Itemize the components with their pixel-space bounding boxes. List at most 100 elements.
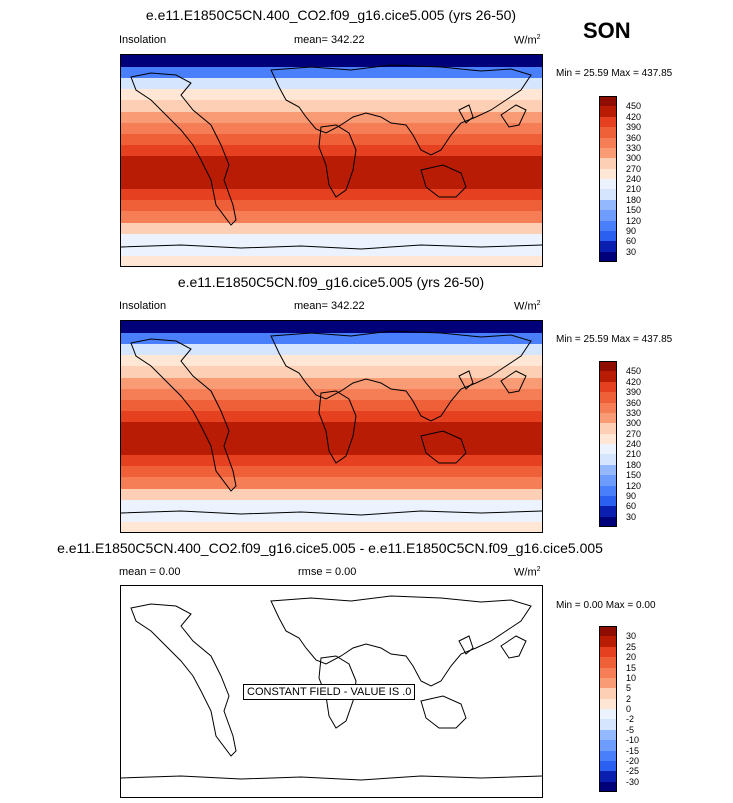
colorbar-tick-label: -5 <box>626 724 635 735</box>
lat-band <box>121 409 542 422</box>
panel2-minmax: Min = 25.59 Max = 437.85 <box>556 334 673 345</box>
panel1-mean: mean= 342.22 <box>294 34 365 46</box>
colorbar-box <box>599 361 617 372</box>
lat-band <box>121 343 542 356</box>
colorbar-tick-label: 210 <box>626 184 642 195</box>
colorbar-box <box>599 147 617 159</box>
colorbar-tick-label: -2 <box>626 714 635 725</box>
lat-band <box>121 321 542 334</box>
panel3-colorbar: -30 -25 -20 -15 -10 -5 -2 0 2 5 10 15 20 25 30 <box>599 626 669 792</box>
colorbar-box <box>599 96 617 107</box>
lat-band <box>121 498 542 511</box>
colorbar-box <box>599 433 617 444</box>
panel3-units: W/m2 <box>514 566 541 579</box>
colorbar-tick-label: 10 <box>626 672 637 683</box>
coastline <box>420 695 467 729</box>
colorbar-tick-label: 60 <box>626 236 637 247</box>
colorbar-box <box>599 771 617 782</box>
colorbar-tick-label: 450 <box>626 101 642 112</box>
colorbar-box <box>599 251 617 262</box>
colorbar-tick-label: 300 <box>626 418 642 429</box>
panel1-title: e.e11.E1850C5CN.400_CO2.f09_g16.cice5.00… <box>145 7 517 23</box>
lat-band <box>121 166 542 179</box>
coastline <box>121 510 542 516</box>
colorbar-tick-label: 5 <box>626 683 632 694</box>
colorbar-box <box>599 657 617 668</box>
coastline <box>130 338 237 492</box>
colorbar-frame <box>599 626 617 792</box>
colorbar-box <box>599 475 617 486</box>
colorbar-tick-label: 60 <box>626 501 637 512</box>
colorbar-box <box>599 698 617 709</box>
panel2-mean: mean= 342.22 <box>294 300 365 312</box>
panel1-units: W/m2 <box>514 34 541 47</box>
lat-band <box>121 77 542 90</box>
colorbar-box <box>599 506 617 517</box>
lat-band <box>121 110 542 123</box>
coastline <box>458 635 474 655</box>
colorbar-box <box>599 646 617 658</box>
coastline <box>458 370 474 390</box>
colorbar-tick-label: -25 <box>626 766 640 777</box>
colorbar-box <box>599 760 617 772</box>
lat-band <box>121 520 542 532</box>
colorbar-box <box>599 116 617 128</box>
coastline <box>121 244 542 250</box>
colorbar-box <box>599 667 617 678</box>
lat-band <box>121 66 542 79</box>
panel2-colorbar: 30 60 90 120 150 180 210 240 270 300 330 360 390 420 4… <box>599 361 669 527</box>
colorbar-tick-label: -20 <box>626 755 640 766</box>
colorbar-box <box>599 750 617 761</box>
lat-band <box>121 354 542 367</box>
lat-band <box>121 398 542 411</box>
lat-band <box>121 365 542 378</box>
colorbar-tick-label: 360 <box>626 132 642 143</box>
coastline <box>130 72 237 226</box>
colorbar-box <box>599 626 617 637</box>
colorbar-tick-label: 240 <box>626 174 642 184</box>
lat-band <box>121 465 542 478</box>
coastline-overlay <box>121 330 542 516</box>
colorbar-tick-label: 150 <box>626 205 642 216</box>
colorbar-box <box>599 464 617 476</box>
lat-band <box>121 476 542 489</box>
lat-band <box>121 188 542 201</box>
panel2-units: W/m2 <box>514 300 541 313</box>
colorbar-tick-label: 330 <box>626 142 642 153</box>
colorbar-tick-label: 300 <box>626 153 642 164</box>
coastline <box>318 124 357 198</box>
colorbar-box <box>599 423 617 434</box>
colorbar-box <box>599 381 617 393</box>
colorbar-tick-label: 450 <box>626 366 642 377</box>
colorbar-box <box>599 495 617 507</box>
coastline <box>500 635 527 659</box>
coastline <box>130 603 237 757</box>
lat-band <box>121 199 542 212</box>
lat-band <box>121 132 542 145</box>
colorbar-box <box>599 740 617 751</box>
coastline <box>420 430 467 464</box>
colorbar-box <box>599 485 617 496</box>
lat-band <box>121 99 542 112</box>
colorbar-tick-label: 0 <box>626 704 632 714</box>
colorbar-box <box>599 189 617 200</box>
colorbar-tick-label: 330 <box>626 407 642 418</box>
colorbar-tick-label: 270 <box>626 428 642 439</box>
coastline <box>270 330 532 422</box>
colorbar-box <box>599 677 617 689</box>
lat-band <box>121 387 542 400</box>
lat-band <box>121 121 542 134</box>
colorbar-box <box>599 106 617 117</box>
colorbar-box <box>599 127 617 138</box>
colorbar-box <box>599 454 617 465</box>
colorbar-tick-label: 420 <box>626 111 642 122</box>
coastline <box>500 104 527 128</box>
colorbar-box <box>599 210 617 221</box>
colorbar-tick-label: 30 <box>626 631 637 642</box>
colorbar-frame <box>599 96 617 262</box>
colorbar-box <box>599 719 617 730</box>
colorbar-tick-label: -10 <box>626 735 640 746</box>
coastline <box>270 595 532 687</box>
panel2-variable-label: Insolation <box>119 300 167 312</box>
panel3-rmse: rmse = 0.00 <box>298 566 357 578</box>
